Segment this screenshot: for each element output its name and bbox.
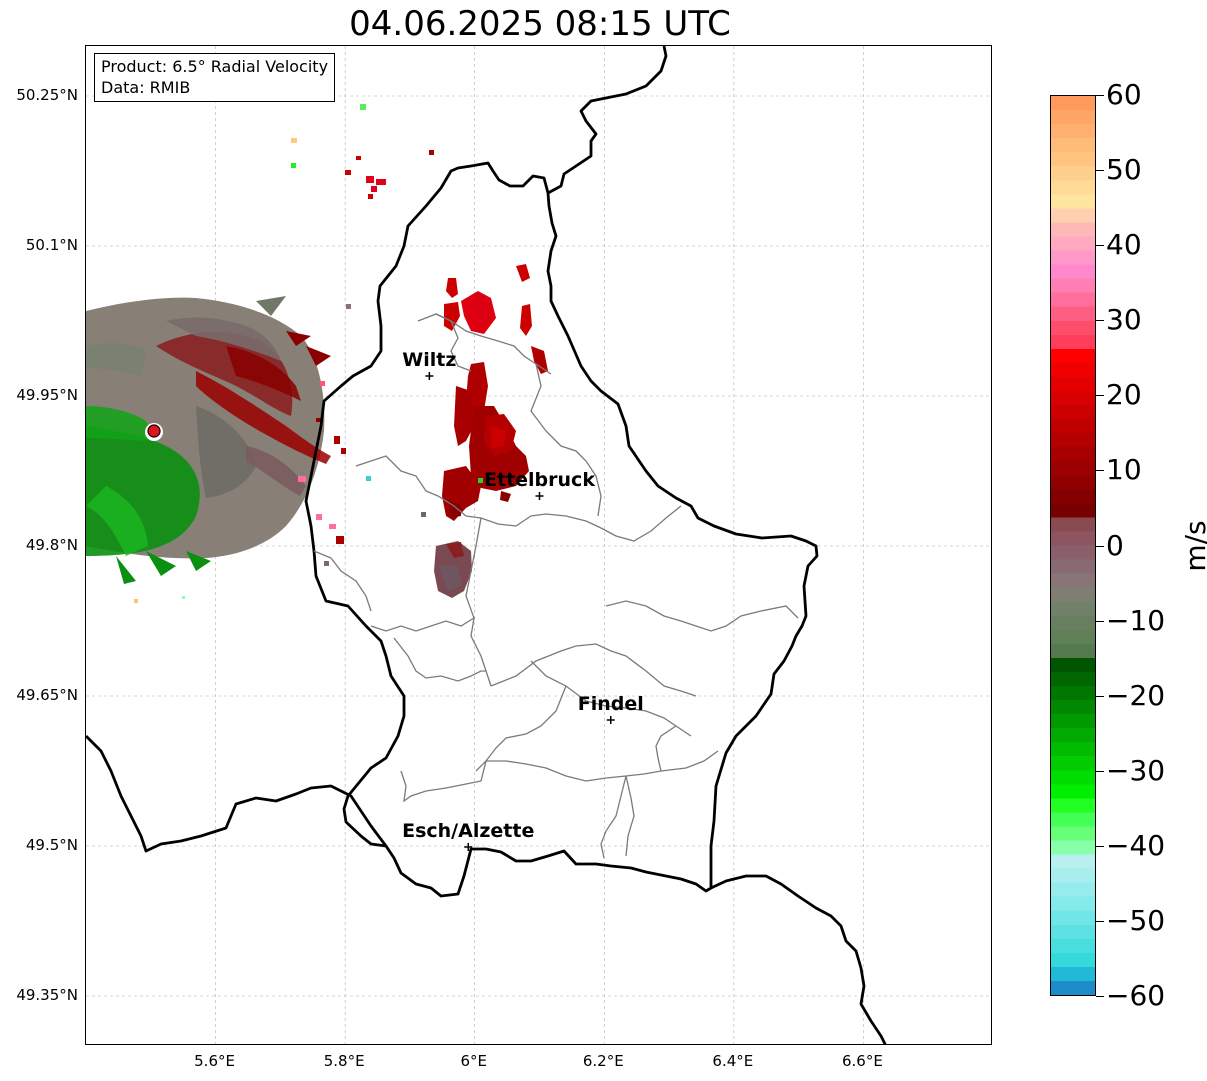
lat-tick-label: 49.8°N: [25, 536, 78, 554]
lon-tick-label: 6°E: [460, 1052, 487, 1070]
colorbar-tick-label: −20: [1106, 678, 1166, 712]
colorbar-tick: [1096, 245, 1104, 247]
city-label: Wiltz: [402, 349, 456, 371]
city-label: Findel: [578, 693, 644, 715]
colorbar-tick: [1096, 95, 1104, 96]
lat-tick-label: 49.35°N: [16, 986, 78, 1004]
colorbar-tick-label: 30: [1106, 303, 1142, 337]
north-echoes: [291, 104, 434, 309]
colorbar-tick-label: −10: [1106, 603, 1166, 637]
canton-borders: [313, 313, 799, 859]
city-label: Esch/Alzette: [402, 820, 534, 842]
lon-tick-label: 5.8°E: [323, 1052, 365, 1070]
lon-tick-label: 6.4°E: [712, 1052, 754, 1070]
colorbar-tick: [1096, 920, 1104, 922]
lon-tick-label: 5.6°E: [194, 1052, 235, 1070]
colorbar-tick: [1096, 996, 1104, 997]
lon-tick-label: 6.2°E: [582, 1052, 624, 1070]
colorbar-tick: [1096, 695, 1104, 697]
colorbar-tick: [1096, 470, 1104, 472]
city-marker[interactable]: Findel: [578, 693, 644, 724]
product-info-box: Product: 6.5° Radial Velocity Data: RMIB: [94, 53, 336, 102]
city-marker[interactable]: Wiltz: [402, 349, 456, 380]
lon-tick-label: 6.6°E: [842, 1052, 883, 1070]
velocity-colorbar: [1050, 95, 1096, 996]
colorbar-tick-label: 0: [1106, 528, 1124, 562]
city-marker[interactable]: Esch/Alzette: [402, 820, 534, 851]
colorbar-tick: [1096, 620, 1104, 622]
colorbar-tick: [1096, 395, 1104, 397]
colorbar-unit-label: m/s: [1179, 520, 1207, 572]
city-label: Ettelbruck: [484, 469, 595, 491]
lat-tick-label: 49.65°N: [16, 686, 78, 704]
france-border: [86, 735, 388, 853]
colorbar-tick-label: −60: [1106, 979, 1166, 1012]
colorbar-tick-label: 20: [1106, 378, 1142, 412]
colorbar-tick: [1096, 770, 1104, 772]
colorbar-tick-label: 50: [1106, 153, 1142, 187]
german-border-south: [710, 874, 887, 1044]
colorbar-tick: [1096, 545, 1104, 547]
lat-tick-label: 49.5°N: [25, 836, 78, 854]
city-markers: Wiltz Ettelbruck Findel Esch/Alzette: [402, 349, 644, 851]
border-echoes: [134, 381, 426, 603]
city-marker[interactable]: Ettelbruck: [484, 469, 595, 500]
colorbar-tick-label: 10: [1106, 453, 1142, 487]
colorbar-tick: [1096, 170, 1104, 172]
country-borders: [86, 46, 887, 1044]
lat-tick-label: 50.25°N: [16, 86, 78, 104]
colorbar-tick: [1096, 320, 1104, 322]
data-source-label: Data: RMIB: [101, 78, 191, 97]
product-label: Product: 6.5° Radial Velocity: [101, 57, 329, 76]
colorbar-tick-label: 60: [1106, 78, 1142, 111]
map-canvas[interactable]: Wiltz Ettelbruck Findel Esch/Alzette: [86, 46, 992, 1045]
colorbar-tick-label: −40: [1106, 828, 1166, 862]
lat-tick-label: 49.95°N: [16, 386, 78, 404]
luxembourg-border: [304, 161, 819, 898]
colorbar-tick: [1096, 845, 1104, 847]
colorbar-tick-label: −30: [1106, 753, 1166, 787]
german-border-north: [547, 46, 668, 195]
radar-echoes: [86, 104, 548, 603]
colorbar-tick-label: −50: [1106, 903, 1166, 937]
radar-site-marker[interactable]: [147, 424, 161, 438]
radar-fan-echo: [86, 296, 331, 584]
map-title: 04.06.2025 08:15 UTC: [349, 4, 731, 44]
map-panel[interactable]: Wiltz Ettelbruck Findel Esch/Alzette: [85, 45, 992, 1045]
storm-echo-north: [434, 264, 548, 598]
colorbar-tick-label: 40: [1106, 228, 1142, 262]
lat-tick-label: 50.1°N: [25, 236, 78, 254]
